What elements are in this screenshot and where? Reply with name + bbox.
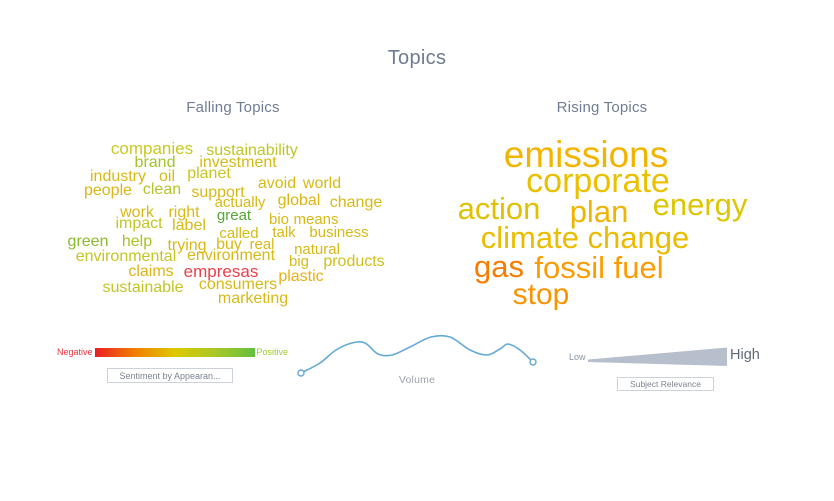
relevance-low-label: Low [569,352,586,362]
cloud-word[interactable]: empresas [183,262,259,281]
positive-label: Positive [256,347,289,357]
cloud-word[interactable]: claims [128,263,174,280]
cloud-word[interactable]: oil [158,168,176,185]
cloud-word[interactable]: change [329,194,383,211]
cloud-word[interactable]: avoid [257,175,297,192]
rising-topics-heading: Rising Topics [556,99,648,116]
relevance-high-label: High [730,347,760,363]
cloud-word[interactable]: big [288,253,310,270]
cloud-word[interactable]: gas [474,249,524,284]
cloud-word[interactable]: marketing [217,290,289,307]
cloud-word[interactable]: corporate [526,162,670,200]
negative-label: Negative [57,347,93,357]
cloud-word[interactable]: trying [167,237,207,254]
cloud-word[interactable]: action [457,191,541,226]
cloud-word[interactable]: green [67,233,109,250]
cloud-word[interactable]: climate change [480,220,690,255]
cloud-word[interactable]: fossil fuel [534,250,664,285]
sentiment-legend: Negative Positive [57,347,288,357]
cloud-word[interactable]: great [216,207,252,224]
cloud-word[interactable]: planet [187,165,231,182]
cloud-word[interactable]: talk [272,224,296,241]
cloud-word[interactable]: business [309,224,369,241]
cloud-word[interactable]: investment [199,154,277,171]
sentiment-by-appearance-dropdown[interactable]: Sentiment by Appearan... [107,368,233,383]
falling-topics-heading: Falling Topics [186,99,280,116]
cloud-word[interactable]: plan [569,194,629,229]
cloud-word[interactable]: actually [214,194,266,211]
cloud-word[interactable]: impact [115,215,163,232]
cloud-word[interactable]: sustainable [102,279,184,296]
page-title: Topics [387,47,447,69]
cloud-word[interactable]: natural [294,241,340,258]
cloud-word[interactable]: clean [142,181,182,198]
cloud-word[interactable]: plastic [278,268,324,285]
cloud-word[interactable]: help [121,233,153,250]
volume-label: Volume [398,374,436,386]
cloud-word[interactable]: stop [512,278,570,311]
cloud-word[interactable]: industry [89,168,147,185]
cloud-word[interactable]: global [277,192,321,209]
cloud-word[interactable]: people [83,182,133,199]
cloud-word[interactable]: buy [216,236,242,253]
sentiment-gradient-bar [94,347,255,357]
cloud-word[interactable]: consumers [198,276,278,293]
cloud-word[interactable]: bio [268,211,290,228]
cloud-word[interactable]: real [249,236,275,253]
cloud-word[interactable]: right [168,204,200,221]
cloud-word[interactable]: work [120,204,154,221]
subject-relevance-dropdown[interactable]: Subject Relevance [617,377,714,391]
cloud-word[interactable]: environment [186,247,276,264]
cloud-word[interactable]: environmental [75,248,177,265]
cloud-word[interactable]: energy [652,187,748,222]
cloud-word[interactable]: sustainability [206,142,298,159]
cloud-word[interactable]: world [302,175,342,192]
cloud-word[interactable]: companies [110,139,194,158]
cloud-word[interactable]: called [219,225,259,242]
cloud-word[interactable]: means [293,211,339,228]
cloud-word[interactable]: products [323,253,385,270]
cloud-word[interactable]: label [172,217,206,234]
cloud-word[interactable]: brand [134,154,176,171]
cloud-word[interactable]: emissions [503,134,669,175]
cloud-word[interactable]: support [191,184,245,201]
